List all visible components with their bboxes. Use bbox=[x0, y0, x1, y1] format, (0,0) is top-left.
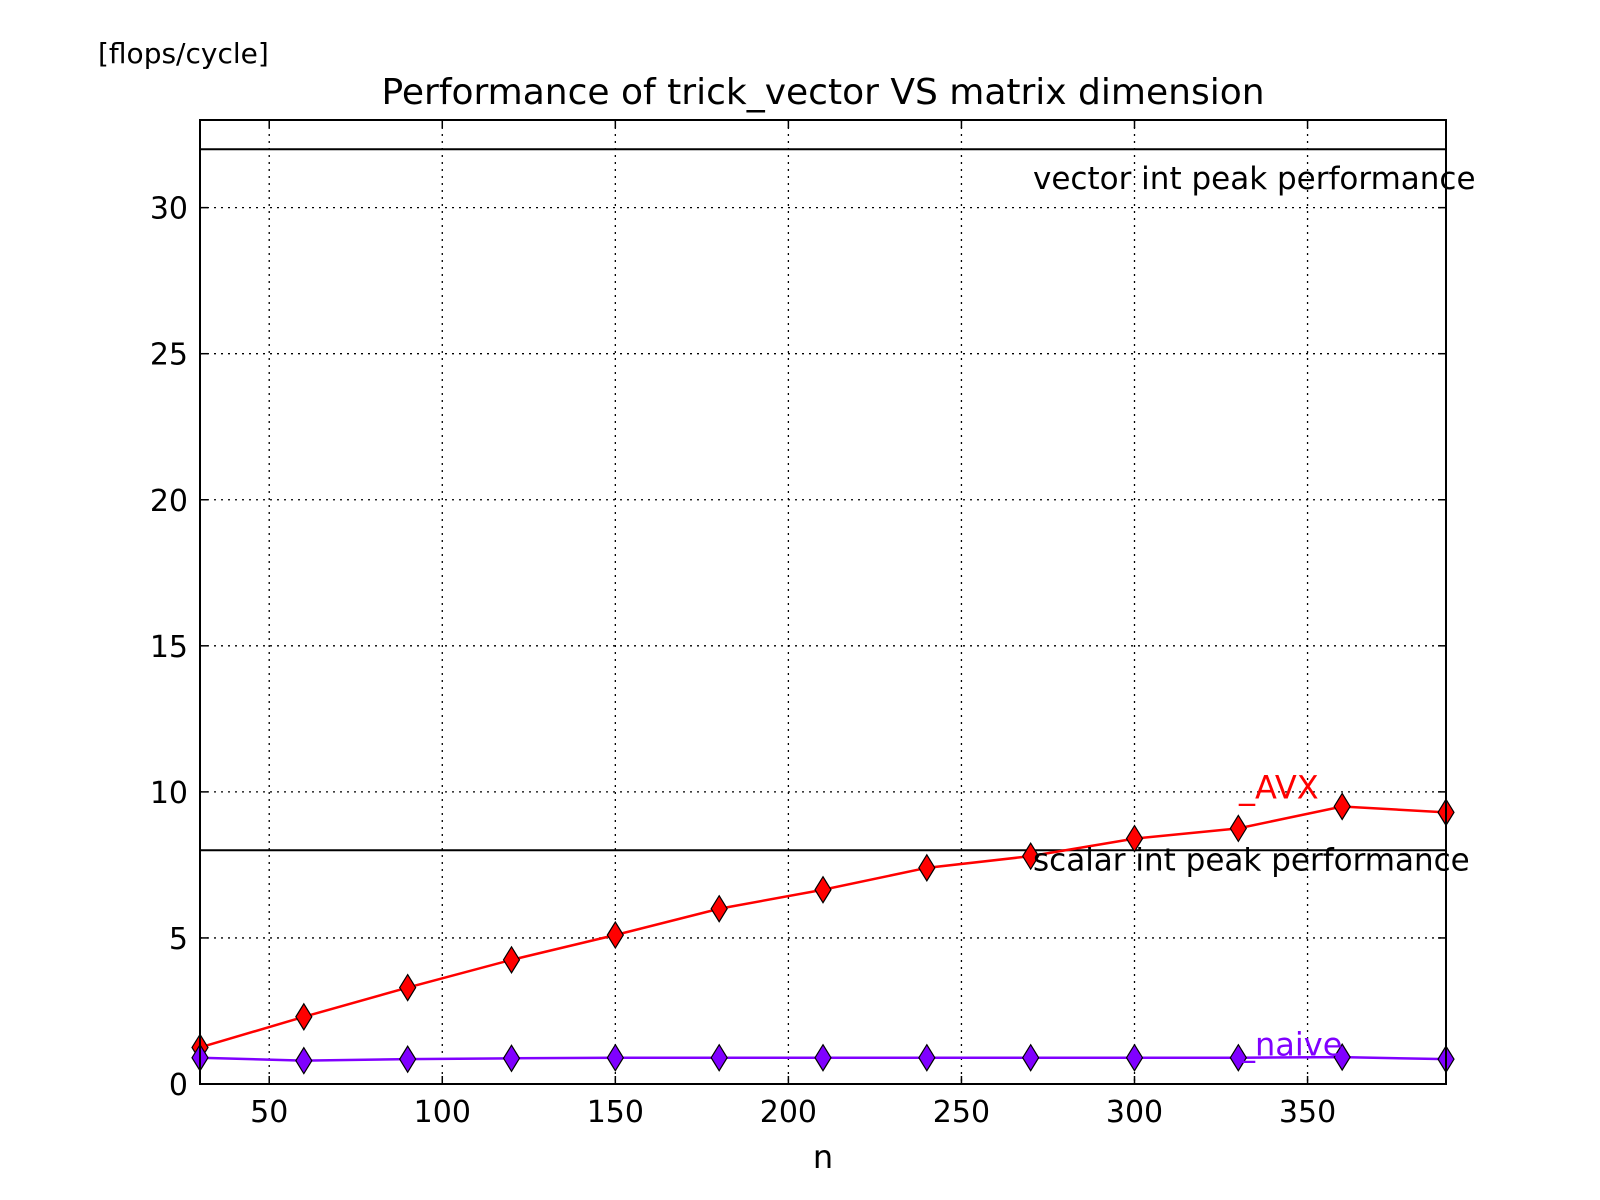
data-point bbox=[295, 1002, 313, 1031]
data-point bbox=[1021, 1043, 1040, 1072]
data-point bbox=[295, 1046, 313, 1075]
data-point bbox=[1125, 824, 1144, 853]
labels: vector int peak performance scalar int pe… bbox=[1033, 161, 1476, 1063]
y-tick-label: 15 bbox=[150, 630, 188, 665]
x-tick-label: 150 bbox=[587, 1095, 644, 1130]
y-tick-label: 10 bbox=[150, 776, 188, 811]
x-tick-label: 300 bbox=[1106, 1095, 1163, 1130]
plot-frame bbox=[199, 119, 1447, 1085]
y-tick-label: 0 bbox=[169, 1068, 188, 1103]
series-label: _naive bbox=[1238, 1026, 1342, 1064]
data-point bbox=[814, 1043, 832, 1072]
data-point bbox=[1229, 1043, 1248, 1072]
x-tick-label: 350 bbox=[1279, 1095, 1336, 1130]
x-tick-label: 250 bbox=[933, 1095, 990, 1130]
data-point bbox=[502, 1044, 521, 1073]
data-point bbox=[918, 1043, 936, 1072]
grid bbox=[200, 120, 1446, 1084]
data-point bbox=[710, 1043, 728, 1072]
data-point bbox=[918, 853, 936, 882]
data-point bbox=[606, 1043, 625, 1072]
data-point bbox=[606, 920, 625, 950]
series-avx bbox=[191, 792, 1455, 1062]
data-point bbox=[1229, 814, 1248, 843]
data-point bbox=[1021, 842, 1040, 871]
data-point bbox=[1125, 1043, 1144, 1072]
reference-lines bbox=[200, 148, 1446, 852]
ticks: 50 100 150 200 250 300 350 0 5 10 15 20 25 30 bbox=[150, 120, 1446, 1130]
series-label: _AVX bbox=[1238, 768, 1319, 806]
data-point bbox=[710, 894, 728, 923]
x-axis-label: n bbox=[813, 1138, 833, 1176]
y-axis-label: [flops/cycle] bbox=[98, 37, 269, 70]
data-point bbox=[398, 973, 417, 1002]
data-point bbox=[1333, 792, 1351, 821]
y-tick-label: 30 bbox=[150, 192, 188, 227]
reference-line-label: vector int peak performance bbox=[1033, 161, 1476, 197]
x-tick-label: 50 bbox=[250, 1095, 288, 1130]
data-point bbox=[1333, 1042, 1351, 1072]
reference-line-label: scalar int peak performance bbox=[1033, 842, 1470, 878]
y-tick-label: 5 bbox=[169, 922, 188, 957]
chart-title: Performance of trick_vector VS matrix di… bbox=[381, 72, 1264, 113]
data-point bbox=[398, 1045, 417, 1074]
x-tick-label: 200 bbox=[760, 1095, 817, 1130]
y-tick-label: 25 bbox=[150, 338, 188, 373]
data-point bbox=[502, 945, 521, 974]
y-tick-label: 20 bbox=[150, 484, 188, 519]
data-point bbox=[814, 875, 832, 904]
x-tick-label: 100 bbox=[414, 1095, 471, 1130]
